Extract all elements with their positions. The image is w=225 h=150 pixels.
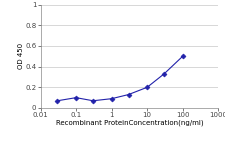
Y-axis label: OD 450: OD 450 [18,43,24,69]
X-axis label: Recombinant ProteinConcentration(ng/ml): Recombinant ProteinConcentration(ng/ml) [56,120,203,126]
